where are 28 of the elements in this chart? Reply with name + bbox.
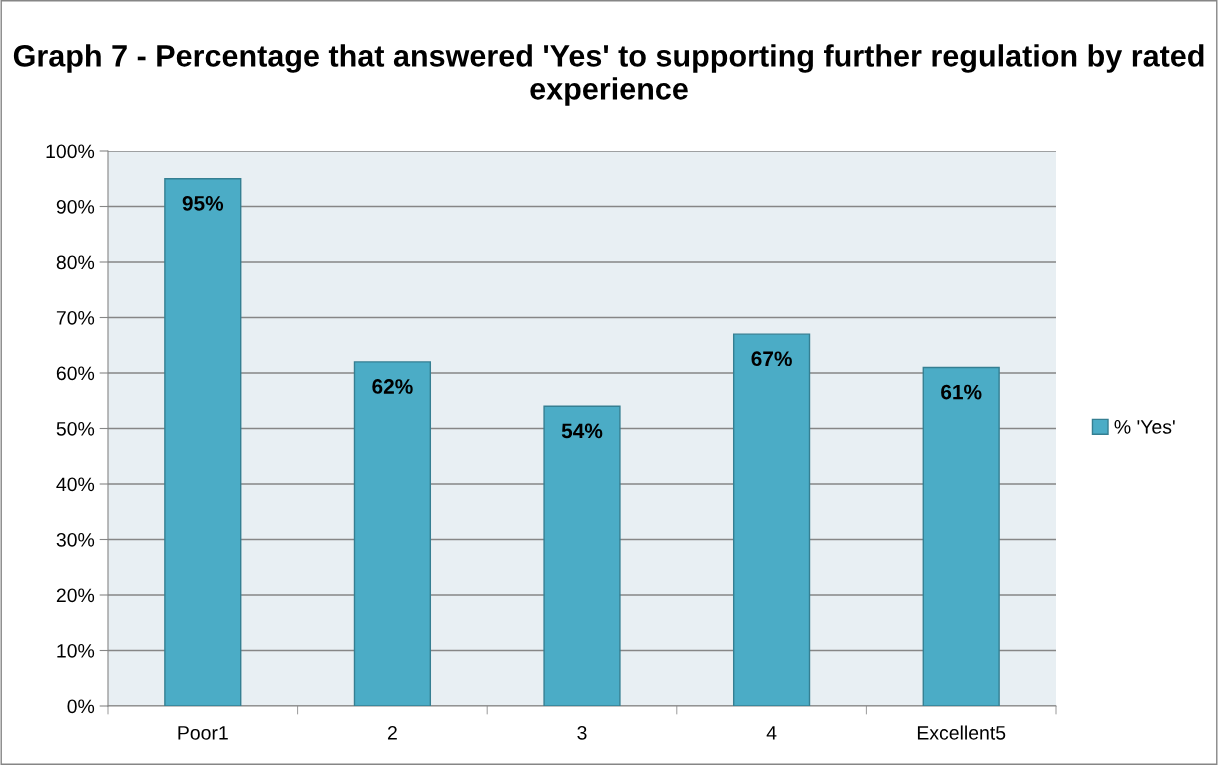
x-tick-label: 2: [387, 725, 397, 740]
y-tick-label: 30%: [56, 532, 95, 547]
x-tick-label: 4: [766, 726, 777, 740]
x-tick-label: Poor1: [178, 726, 228, 740]
bar: [164, 178, 242, 706]
bar: [353, 361, 432, 706]
y-tick-label: 70%: [56, 310, 95, 325]
x-tick-label: 3: [577, 725, 587, 740]
y-tick-label: 40%: [56, 477, 95, 492]
bar: [543, 405, 621, 706]
y-tick-label: 20%: [56, 588, 95, 603]
data-label: 54%: [561, 423, 603, 439]
y-tick-label: 0%: [67, 699, 95, 714]
bar: [732, 333, 811, 706]
data-label: 95%: [182, 195, 224, 211]
bar: [922, 366, 1000, 706]
y-tick-label: 100%: [46, 144, 95, 159]
chart-title: Graph 7 - Percentage that answered 'Yes' to supporting further regulation by rated experience: [13, 44, 1204, 106]
y-tick-label: 50%: [56, 421, 95, 436]
y-tick-label: 60%: [56, 366, 95, 381]
y-tick-label: 90%: [56, 199, 95, 214]
data-label: 61%: [941, 384, 982, 400]
data-label: 62%: [372, 379, 413, 394]
x-tick-label: Excellent5: [917, 725, 1006, 740]
y-tick-label: 80%: [56, 255, 95, 270]
y-tick-label: 10%: [57, 643, 95, 658]
data-label: 67%: [751, 351, 792, 367]
legend-label: % 'Yes': [1114, 420, 1175, 434]
